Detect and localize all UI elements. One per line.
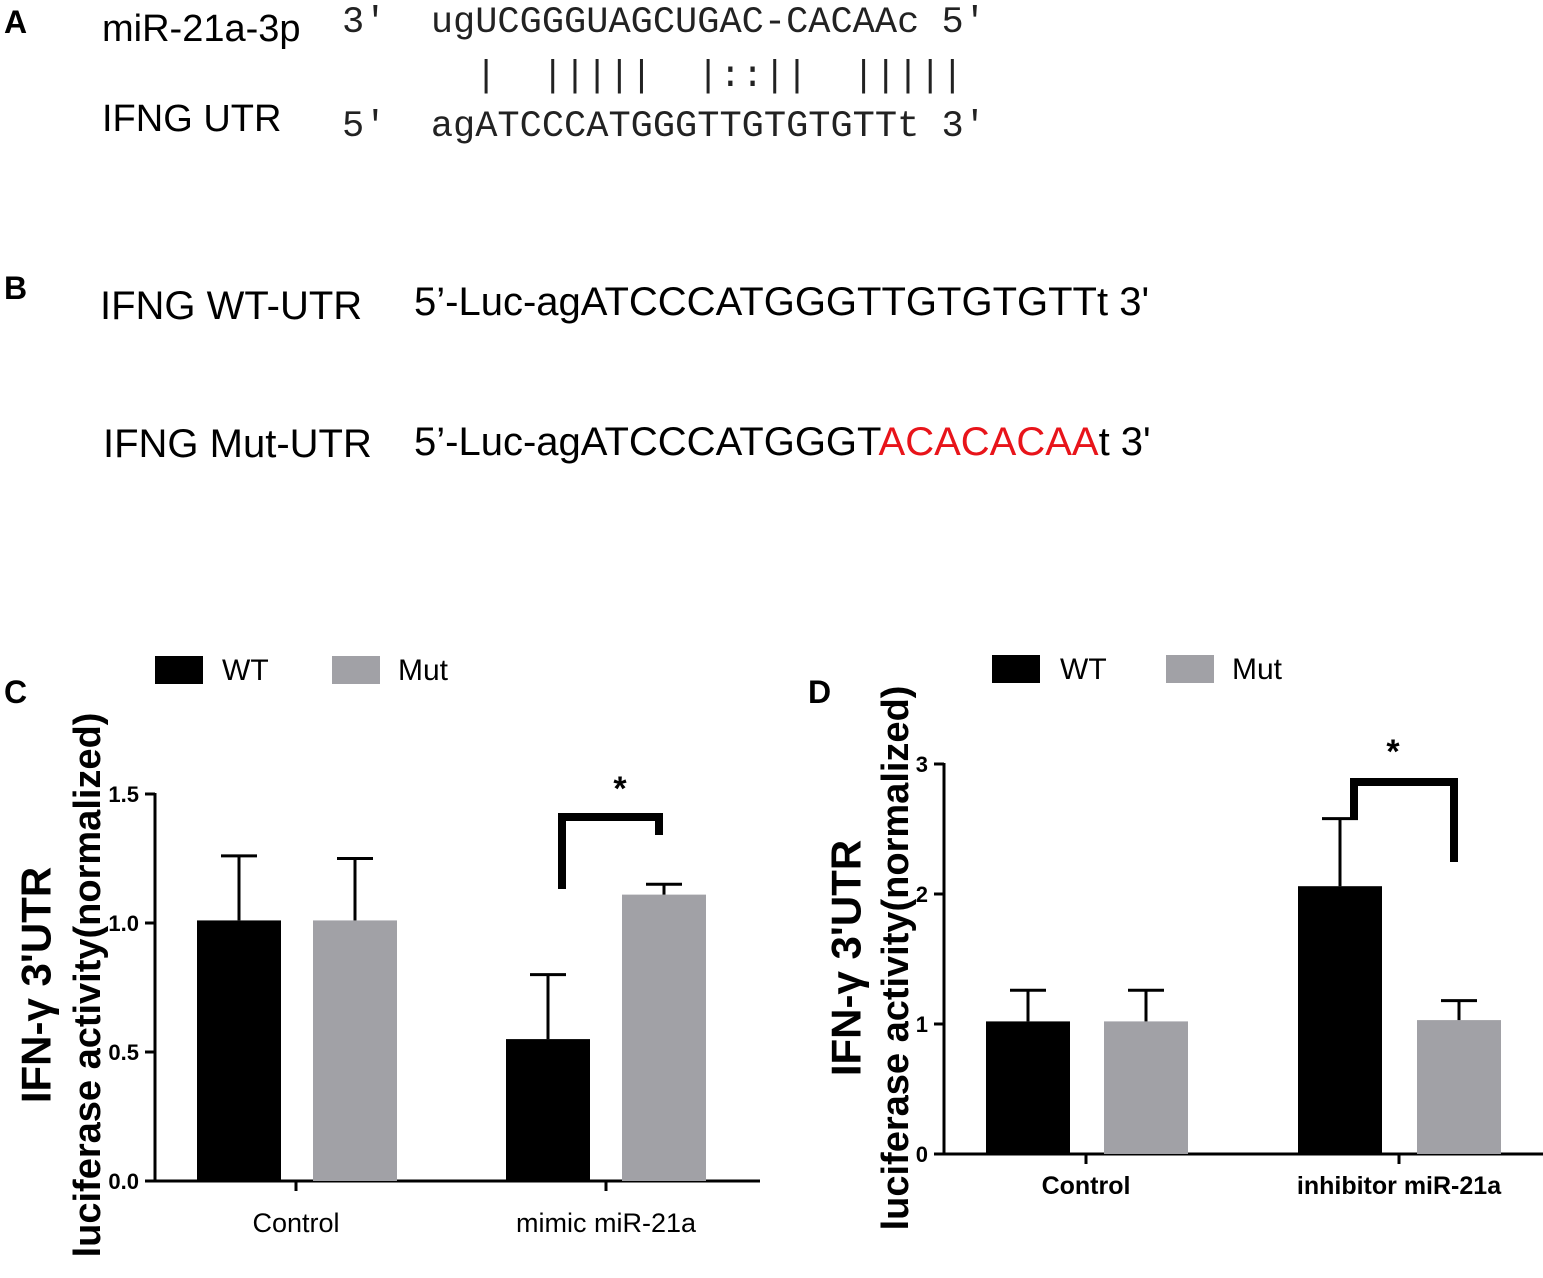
chart-c-legend-swatch-mut: [332, 656, 380, 684]
wt-utr-label: IFNG WT-UTR: [100, 284, 363, 328]
chart-c-y-axis-label-line1: IFN-γ 3'UTR: [13, 867, 60, 1103]
chart-c-y-tick-label: 0.5: [108, 1040, 139, 1065]
chart-c-significance-star: *: [613, 770, 627, 808]
chart-d-bar-mut: [1104, 1021, 1188, 1154]
panel-b-letter: B: [4, 270, 28, 306]
chart-c-bar-wt: [197, 920, 281, 1181]
mut-seq-prefix: 5’-Luc-agATCCCATGGGT: [414, 420, 879, 464]
chart-c-legend-label-wt: WT: [222, 654, 269, 687]
chart-c-category-label: mimic miR-21a: [516, 1208, 697, 1238]
chart-d-significance-bracket: [1350, 778, 1458, 862]
chart-c-y-tick-label: 1.0: [108, 911, 139, 936]
mut-utr-label: IFNG Mut-UTR: [103, 422, 372, 466]
chart-d-legend-swatch-wt: [992, 655, 1040, 683]
chart-d-bar-wt: [986, 1021, 1070, 1154]
chart-c-significance-bracket: [558, 813, 663, 889]
chart-c-y-axis-label-line2: luciferase activity(normalized): [67, 713, 109, 1258]
chart-d-y-tick-label: 0: [916, 1142, 928, 1167]
chart-c-bar-mut: [313, 920, 397, 1181]
chart-d-category-label: Control: [1042, 1172, 1131, 1200]
chart-d-category-label: inhibitor miR-21a: [1297, 1172, 1502, 1200]
chart-c-legend-label-mut: Mut: [398, 654, 449, 687]
chart-c-legend-swatch-wt: [155, 656, 203, 684]
chart-d-bar-mut: [1417, 1020, 1501, 1154]
chart-d-y-tick-label: 2: [916, 882, 928, 907]
base-pairing: | ||||| |::|| |||||: [475, 56, 964, 98]
chart-c-y-tick-label: 1.5: [108, 782, 139, 807]
chart-d-panel-letter: D: [808, 674, 831, 710]
mut-seq-suffix: t 3': [1098, 420, 1151, 464]
mirna-sequence: 3' ugUCGGGUAGCUGAC-CACAAc 5': [342, 2, 986, 44]
chart-d-significance-star: *: [1386, 733, 1400, 771]
mirna-label: miR-21a-3p: [102, 8, 301, 50]
chart-c-bar-mut: [622, 894, 706, 1181]
chart-d-bar-wt: [1298, 886, 1382, 1154]
chart-d-legend-label-wt: WT: [1060, 653, 1107, 686]
chart-c-category-label: Control: [252, 1208, 339, 1238]
chart-c-bar-wt: [506, 1039, 590, 1181]
chart-d-legend-swatch-mut: [1166, 655, 1214, 683]
chart-d-y-axis-label-line2: luciferase activity(normalized): [875, 686, 917, 1231]
mut-seq-mutated: ACACACAA: [878, 420, 1099, 464]
chart-c-panel-letter: C: [4, 674, 27, 710]
mut-utr-sequence: 5’-Luc-agATCCCATGGGTACACACAAt 3': [414, 420, 1151, 465]
chart-d-y-tick-label: 1: [916, 1012, 928, 1037]
utr-label: IFNG UTR: [102, 98, 282, 140]
wt-utr-sequence: 5’-Luc-agATCCCATGGGTTGTGTGTTt 3': [414, 280, 1150, 324]
utr-sequence: 5' agATCCCATGGGTTGTGTGTTt 3': [342, 106, 986, 148]
panel-a-letter: A: [4, 4, 28, 40]
chart-d-y-tick-label: 3: [916, 752, 928, 777]
chart-c-y-tick-label: 0.0: [108, 1169, 139, 1194]
chart-d-y-axis-label-line1: IFN-γ 3'UTR: [823, 840, 870, 1076]
chart-d-legend-label-mut: Mut: [1232, 653, 1283, 686]
